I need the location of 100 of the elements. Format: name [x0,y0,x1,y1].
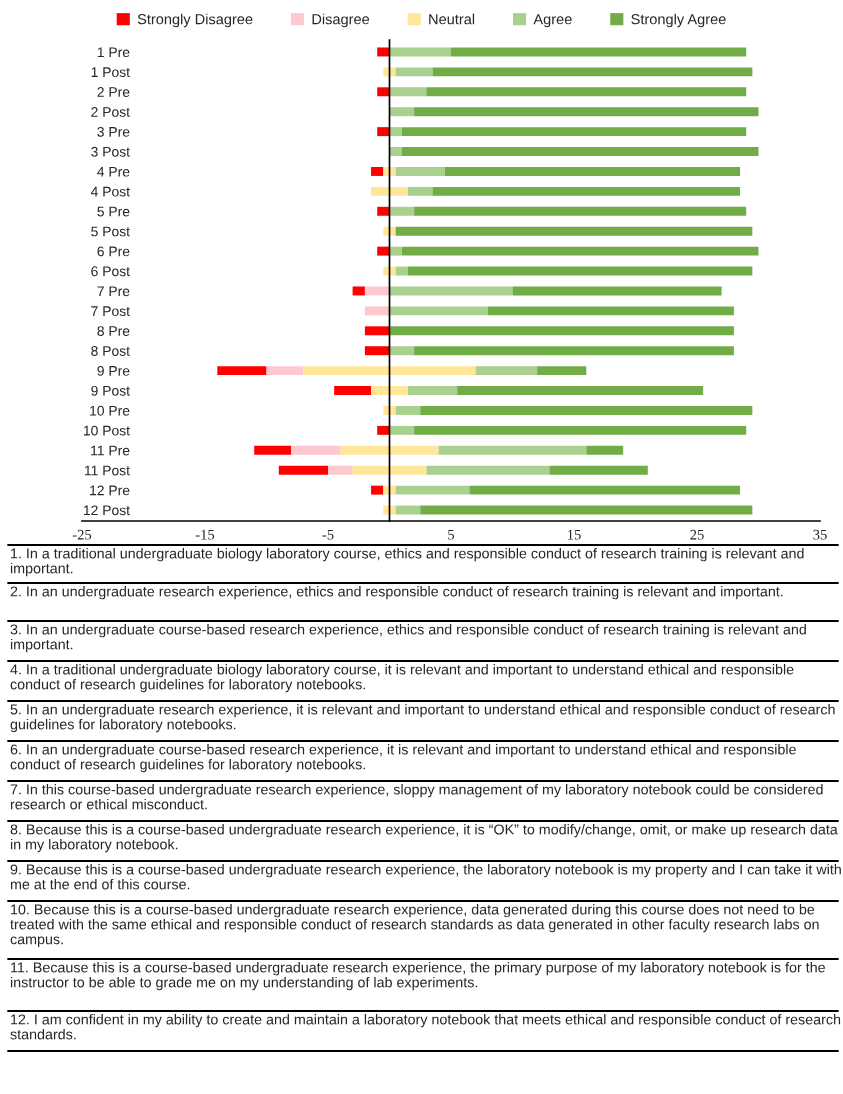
bar [254,445,292,455]
text: 12. I am confident in my ability to create and maintain a laboratory notebook that meets ethical and responsible conduct of research standards. [10,1014,841,1040]
bar [395,485,470,495]
bar [377,87,390,97]
text: 5. In an undergraduate research experience, it is relevant and important to understand ethical and responsible conduct of research guidelines for laboratory notebooks. [10,704,835,733]
bar [586,445,624,455]
y-tick-label: 1 Post [91,67,130,78]
y-tick-label: 12 Pre [90,485,130,496]
y-tick-label: 11 Pre [91,445,130,456]
y-tick-label: 10 Pre [90,405,130,416]
text: 8. Because this is a course-based undergraduate research experience, it is “OK” to modify/change, omit, or make up research data in my laboratory notebook. [10,824,838,853]
bar [334,386,372,396]
text: 3. In an undergraduate course-based research experience, ethics and responsible conduct of research training is relevant and important. [10,624,806,653]
x-tick-label: 25 [690,529,704,540]
legend-label: Neutral [429,13,475,25]
bar [389,206,415,216]
bar [451,47,747,57]
bar [364,326,390,336]
y-tick-label: 9 Post [91,385,130,396]
bar [352,465,427,475]
bar [414,107,759,117]
bar [432,186,741,196]
bar [389,87,427,97]
y-tick-label: 9 Pre [97,365,130,376]
bar [389,286,513,296]
y-tick-label: 3 Post [91,146,130,157]
bar [377,206,390,216]
bar [389,147,402,157]
bar [383,166,396,176]
bar [383,405,396,415]
bar [389,326,734,336]
text: 7. In this course-based undergraduate research experience, sloppy management of my laboratory notebook could be considered research or ethical misconduct. [10,784,823,810]
text: 9. Because this is a course-based undergraduate research experience, the laboratory notebook is my property and I can take it with me at the end of this course. [10,864,841,890]
bar [475,366,538,376]
bar [364,306,390,316]
legend-label: Disagree [312,13,370,28]
bar [266,366,304,376]
bar [395,505,421,515]
bar [420,405,753,415]
y-tick-label: 7 Post [91,306,130,317]
bar [395,226,753,236]
bar [371,485,384,495]
bar [395,405,421,415]
bar [383,505,396,515]
y-tick-label: 3 Pre [97,126,130,137]
bar [389,306,488,316]
text: 10. Because this is a course-based undergraduate research experience, data generated during this course does not need to be treated with the same ethical and responsible conduct of research standards as data generated in other faculty research labs on campus. [10,904,819,948]
bar [303,366,476,376]
y-tick-label: 8 Pre [97,326,130,336]
x-tick-label: 5 [448,529,455,540]
bar [383,266,396,276]
y-tick-label: 5 Post [91,226,130,237]
bar [407,186,433,196]
bar [457,386,704,396]
bar [389,107,415,117]
bar [469,485,741,495]
bar [364,286,390,296]
bar [401,246,759,256]
bar [438,445,587,455]
x-tick-label: 35 [813,529,827,540]
text: 2. In an undergraduate research experience, ethics and responsible conduct of research training is relevant and important. [10,586,783,600]
y-tick-label: 11 Post [84,465,130,476]
bar [537,366,587,376]
bar [432,67,753,77]
y-tick-label: 7 Pre [97,286,130,297]
bar [371,386,408,396]
text: 4. In a traditional undergraduate biology laboratory course, it is relevant and important to understand ethical and responsible conduct of research guidelines for laboratory notebooks. [10,664,794,693]
legend-label: Strongly Agree [631,13,726,28]
text: 11. Because this is a course-based undergraduate research experience, the primary purpose of my laboratory notebook is for the instructor to be able to grade me on my understanding of lab experiments. [10,962,825,991]
text: 1. In a traditional undergraduate biology laboratory course, ethics and responsible conduct of research training is relevant and important. [10,548,804,577]
bar [291,445,341,455]
bar [420,505,753,515]
bar [444,166,741,176]
bar [389,127,402,137]
bar [328,465,353,475]
y-tick-label: 5 Pre [97,206,130,217]
bar [278,465,328,475]
bar [395,266,408,276]
bar [414,206,747,216]
bar [371,166,384,176]
y-tick-label: 10 Post [83,425,130,436]
y-tick-label: 8 Post [91,346,130,356]
bar [364,346,390,356]
bar [217,366,267,376]
bar [487,306,734,316]
legend-label: Agree [533,14,572,28]
bar [383,485,396,495]
x-tick-label: -5 [322,529,334,540]
bar [352,286,365,296]
bar [512,286,722,296]
bar [377,425,390,435]
bar [389,425,415,435]
x-tick-label: -25 [72,529,92,540]
bar [395,166,445,176]
y-tick-label: 2 Pre [97,87,130,97]
y-tick-label: 12 Post [83,505,130,516]
bar [407,386,458,396]
bar [389,47,451,57]
bar [414,425,747,435]
y-tick-label: 4 Pre [97,166,130,177]
